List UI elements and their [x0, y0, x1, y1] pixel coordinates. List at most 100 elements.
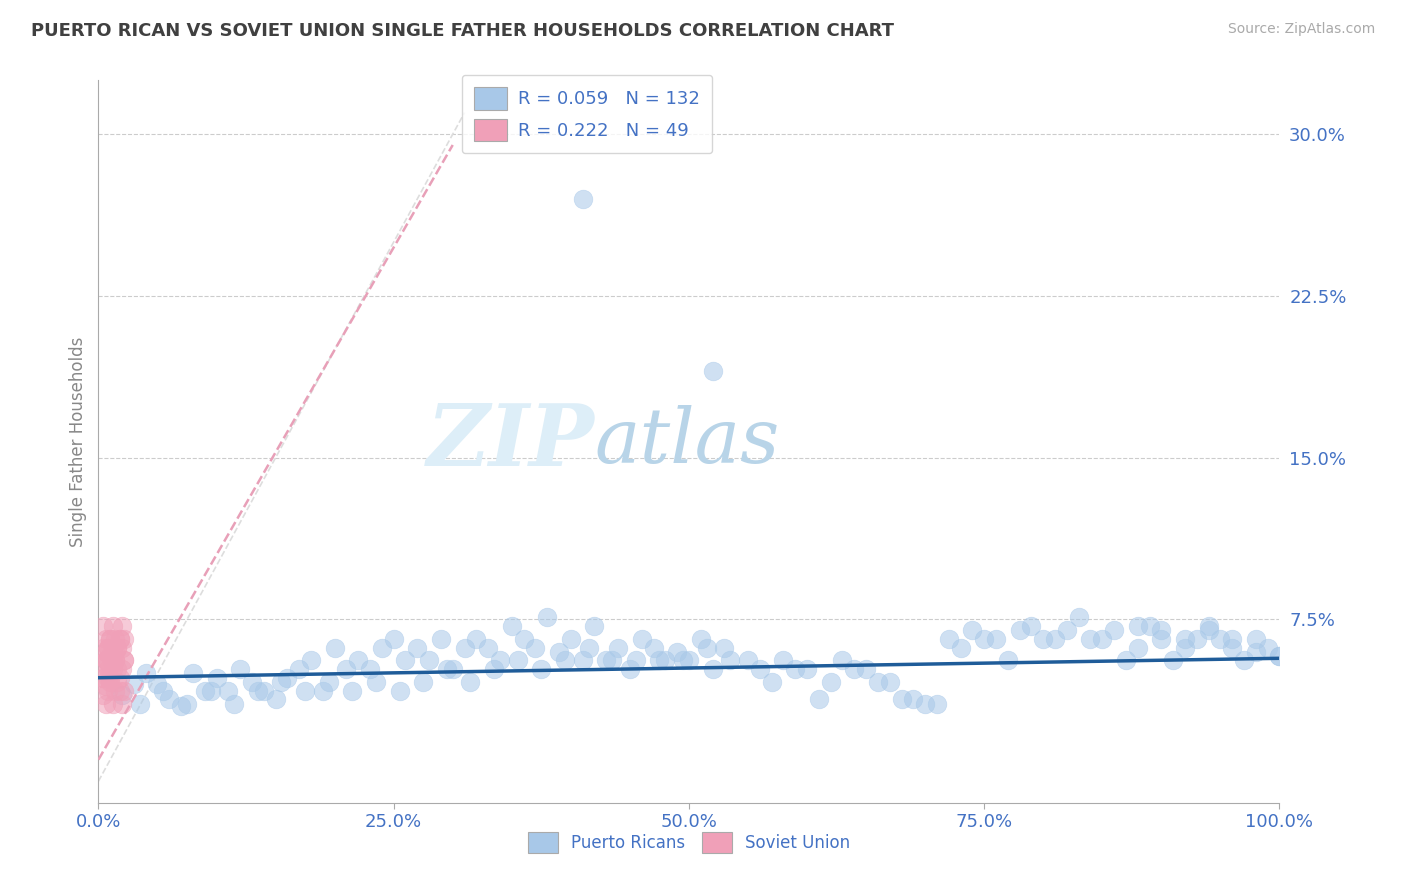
Point — [1080, 632, 1102, 646]
Point — [176, 697, 198, 711]
Point — [772, 653, 794, 667]
Point — [477, 640, 499, 655]
Point — [1161, 653, 1184, 667]
Point — [152, 683, 174, 698]
Point — [112, 653, 135, 667]
Point — [323, 640, 346, 655]
Point — [229, 662, 252, 676]
Point — [1198, 619, 1220, 633]
Point — [94, 632, 117, 646]
Point — [97, 656, 120, 670]
Point — [97, 640, 120, 655]
Point — [1198, 624, 1220, 638]
Point — [436, 662, 458, 676]
Point — [104, 653, 127, 667]
Point — [97, 662, 120, 676]
Point — [347, 653, 370, 667]
Point — [299, 653, 322, 667]
Point — [108, 632, 131, 646]
Point — [718, 653, 741, 667]
Point — [1185, 632, 1208, 646]
Point — [101, 640, 124, 655]
Point — [105, 640, 128, 655]
Point — [111, 688, 134, 702]
Point — [890, 692, 912, 706]
Point — [98, 675, 121, 690]
Point — [105, 675, 128, 690]
Point — [460, 675, 482, 690]
Point — [98, 632, 121, 646]
Point — [240, 675, 263, 690]
Point — [1067, 610, 1090, 624]
Text: atlas: atlas — [595, 405, 780, 478]
Point — [1268, 649, 1291, 664]
Point — [1244, 645, 1267, 659]
Point — [246, 683, 269, 698]
Point — [318, 675, 340, 690]
Point — [571, 653, 593, 667]
Point — [312, 683, 335, 698]
Point — [98, 632, 121, 646]
Point — [678, 653, 700, 667]
Point — [1150, 624, 1173, 638]
Point — [112, 653, 135, 667]
Point — [111, 619, 134, 633]
Point — [879, 675, 901, 690]
Point — [820, 675, 842, 690]
Point — [761, 675, 783, 690]
Point — [104, 632, 127, 646]
Text: ZIP: ZIP — [426, 400, 595, 483]
Point — [441, 662, 464, 676]
Point — [831, 653, 853, 667]
Point — [530, 662, 553, 676]
Point — [595, 653, 617, 667]
Point — [619, 662, 641, 676]
Point — [844, 662, 866, 676]
Point — [111, 662, 134, 676]
Point — [1220, 640, 1243, 655]
Point — [91, 619, 114, 633]
Point — [111, 697, 134, 711]
Point — [1174, 632, 1197, 646]
Point — [101, 619, 124, 633]
Point — [1268, 649, 1291, 664]
Point — [105, 662, 128, 676]
Point — [536, 610, 558, 624]
Point — [914, 697, 936, 711]
Point — [97, 683, 120, 698]
Point — [388, 683, 411, 698]
Point — [997, 653, 1019, 667]
Point — [98, 671, 121, 685]
Point — [94, 679, 117, 693]
Point — [253, 683, 276, 698]
Point — [600, 653, 623, 667]
Point — [382, 632, 405, 646]
Point — [1102, 624, 1125, 638]
Point — [108, 632, 131, 646]
Point — [524, 640, 547, 655]
Y-axis label: Single Father Households: Single Father Households — [69, 336, 87, 547]
Point — [342, 683, 364, 698]
Point — [128, 697, 150, 711]
Point — [98, 649, 121, 664]
Point — [104, 645, 127, 659]
Point — [104, 653, 127, 667]
Point — [702, 364, 724, 378]
Point — [785, 662, 807, 676]
Point — [571, 192, 593, 206]
Point — [101, 662, 124, 676]
Point — [630, 632, 652, 646]
Point — [962, 624, 984, 638]
Point — [412, 675, 434, 690]
Point — [654, 653, 676, 667]
Point — [1220, 632, 1243, 646]
Point — [94, 653, 117, 667]
Point — [112, 632, 135, 646]
Point — [866, 675, 889, 690]
Point — [418, 653, 440, 667]
Point — [984, 632, 1007, 646]
Point — [1126, 619, 1149, 633]
Point — [146, 677, 169, 691]
Text: PUERTO RICAN VS SOVIET UNION SINGLE FATHER HOUSEHOLDS CORRELATION CHART: PUERTO RICAN VS SOVIET UNION SINGLE FATH… — [31, 22, 894, 40]
Point — [512, 632, 534, 646]
